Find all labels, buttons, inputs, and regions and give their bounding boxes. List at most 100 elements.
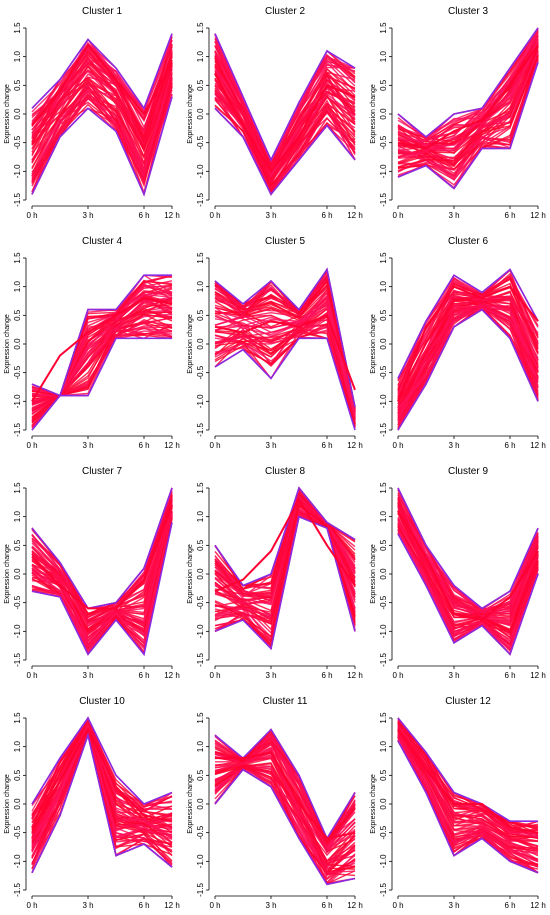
envelope-upper xyxy=(397,27,539,138)
y-tick-label: -0.5 xyxy=(379,595,388,609)
y-tick-label: -0.5 xyxy=(13,595,22,609)
envelope-lower xyxy=(31,522,173,657)
x-tick-label: 0 h xyxy=(209,211,220,220)
envelope-lower xyxy=(397,308,539,431)
y-axis-label: Expression change xyxy=(4,774,11,834)
x-tick-label: 12 h xyxy=(347,901,363,910)
mean-line xyxy=(215,751,356,840)
y-axis-label: Expression change xyxy=(4,84,11,144)
mean-line xyxy=(31,504,173,610)
series-line xyxy=(214,92,356,189)
mean-line xyxy=(214,497,356,593)
series-line xyxy=(214,33,356,164)
series-lines xyxy=(397,487,539,656)
y-tick-label: -1.0 xyxy=(13,164,22,178)
panel-title: Cluster 1 xyxy=(82,6,122,17)
y-tick-label: 0.0 xyxy=(13,338,22,350)
y-tick-label: 0.0 xyxy=(379,568,388,580)
y-tick-label: -0.5 xyxy=(13,365,22,379)
panel-title: Cluster 11 xyxy=(263,696,308,707)
cluster-panel: Cluster 2 Expression change -1.5 -1.0 -0.5 0.… xyxy=(187,6,363,220)
y-tick-label: 0.5 xyxy=(379,769,388,781)
x-tick-label: 6 h xyxy=(138,901,149,910)
series-line xyxy=(397,720,539,840)
series-line xyxy=(31,720,173,818)
x-tick-label: 0 h xyxy=(209,441,220,450)
y-tick-label: -0.5 xyxy=(196,595,205,609)
mean-line xyxy=(31,727,173,834)
y-tick-label: -0.5 xyxy=(196,825,205,839)
y-tick-label: -1.0 xyxy=(379,394,388,408)
series-line xyxy=(214,64,356,171)
series-line xyxy=(397,55,539,168)
series-line xyxy=(397,306,539,409)
cluster-panel: Cluster 4 Expression change -1.5 -1.0 -0.5 0.… xyxy=(4,236,180,450)
cluster-panel: Cluster 7 Expression change -1.5 -1.0 -0.5 0.… xyxy=(4,466,180,680)
x-tick-label: 6 h xyxy=(504,211,515,220)
panel-title: Cluster 3 xyxy=(448,6,488,17)
series-line xyxy=(214,318,356,422)
panel-title: Cluster 4 xyxy=(82,236,122,247)
y-axis-label: Expression change xyxy=(370,84,377,144)
y-axis-label: Expression change xyxy=(187,84,194,144)
series-line xyxy=(31,62,173,159)
series-line xyxy=(214,503,356,624)
y-tick-label: 1.0 xyxy=(196,511,205,523)
panel-title: Cluster 2 xyxy=(265,6,305,17)
y-tick-label: -0.5 xyxy=(379,135,388,149)
x-tick-label: 0 h xyxy=(26,211,37,220)
y-tick-label: -1.0 xyxy=(196,854,205,868)
x-tick-label: 0 h xyxy=(392,671,403,680)
x-tick-label: 12 h xyxy=(530,901,546,910)
x-tick-label: 12 h xyxy=(164,211,180,220)
y-tick-label: 1.5 xyxy=(196,252,205,264)
series-lines xyxy=(214,33,356,196)
mean-line xyxy=(31,297,173,402)
envelope-upper xyxy=(214,728,356,841)
series-lines xyxy=(214,267,356,431)
series-line xyxy=(31,513,173,645)
x-tick-label: 3 h xyxy=(265,441,276,450)
y-tick-label: 1.0 xyxy=(13,51,22,63)
x-tick-label: 3 h xyxy=(82,441,93,450)
y-tick-label: 1.5 xyxy=(196,22,205,34)
x-tick-label: 3 h xyxy=(448,211,459,220)
y-tick-label: 0.5 xyxy=(196,79,205,91)
envelope-lower xyxy=(31,96,173,197)
series-line xyxy=(214,752,356,867)
series-line xyxy=(214,51,356,175)
envelope-upper xyxy=(31,33,173,111)
envelope-upper xyxy=(31,274,172,397)
x-tick-label: 0 h xyxy=(26,671,37,680)
series-line xyxy=(397,507,539,639)
y-tick-label: 1.0 xyxy=(13,511,22,523)
series-line xyxy=(397,505,539,625)
series-line xyxy=(397,733,539,874)
x-tick-label: 3 h xyxy=(448,671,459,680)
x-tick-label: 12 h xyxy=(347,441,363,450)
mean-line xyxy=(397,44,539,150)
y-tick-label: 0.0 xyxy=(196,798,205,810)
y-tick-label: 1.0 xyxy=(379,741,388,753)
y-tick-label: -1.0 xyxy=(13,854,22,868)
y-tick-label: 1.0 xyxy=(196,741,205,753)
x-tick-label: 0 h xyxy=(209,901,220,910)
envelope-lower xyxy=(214,107,356,196)
y-tick-label: 1.0 xyxy=(196,51,205,63)
series-line xyxy=(397,46,539,170)
y-tick-label: 1.0 xyxy=(379,281,388,293)
y-tick-label: 1.5 xyxy=(13,252,22,264)
mean-line xyxy=(214,313,356,391)
x-tick-label: 0 h xyxy=(26,901,37,910)
y-tick-label: 0.0 xyxy=(196,338,205,350)
x-tick-label: 6 h xyxy=(321,211,332,220)
cluster-panel: Cluster 11 Expression change -1.5 -1.0 -0.5 0… xyxy=(187,696,363,910)
series-line xyxy=(397,487,539,612)
y-tick-label: 1.5 xyxy=(379,712,388,724)
panel-title: Cluster 5 xyxy=(265,236,305,247)
series-line xyxy=(31,506,173,639)
cluster-panel: Cluster 5 Expression change -1.5 -1.0 -0.5 0.… xyxy=(187,236,363,450)
series-line xyxy=(214,70,356,180)
series-line xyxy=(397,302,539,414)
envelope-upper xyxy=(397,487,539,610)
